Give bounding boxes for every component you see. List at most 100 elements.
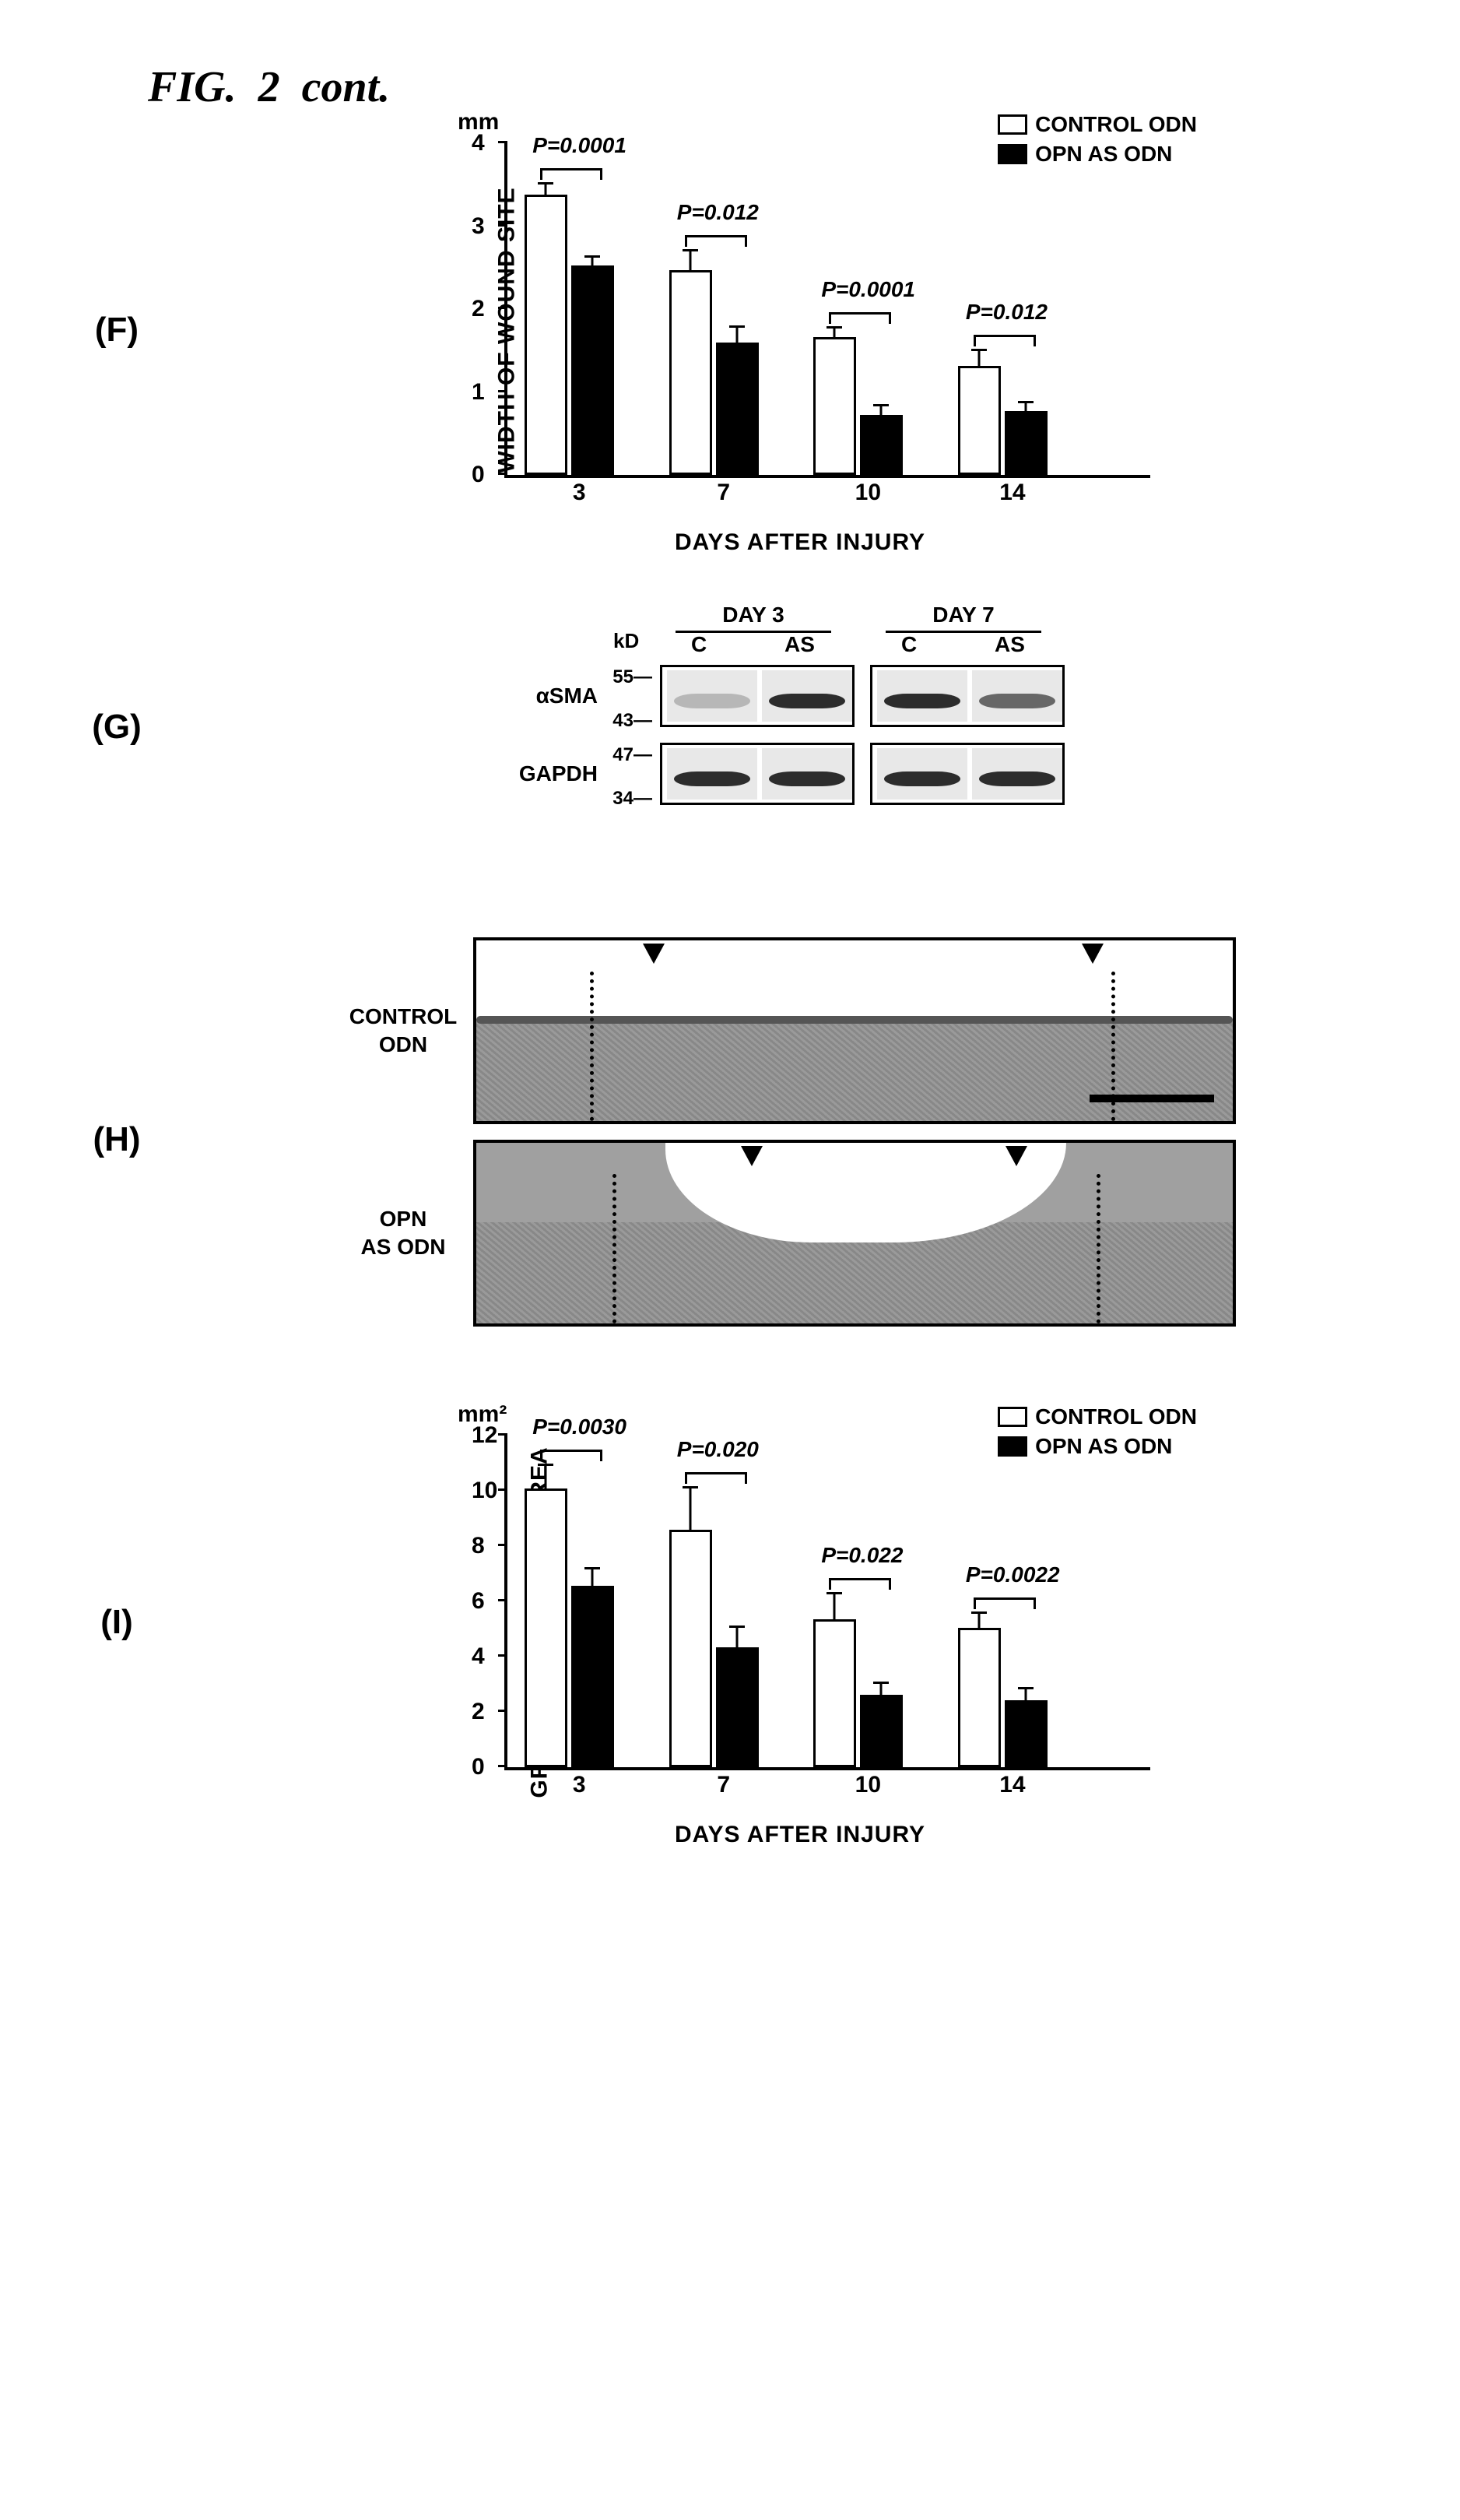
blot-lane <box>877 748 967 800</box>
y-tick-label: 2 <box>472 1699 485 1725</box>
significance-bracket <box>540 168 602 170</box>
p-value: P=0.022 <box>821 1543 903 1568</box>
blot-band <box>979 694 1055 709</box>
error-cap <box>584 255 600 258</box>
y-tick-mark <box>498 1488 507 1491</box>
wound-margin-dotted <box>590 972 594 1121</box>
y-tick-label: 4 <box>472 130 485 156</box>
legend: CONTROL ODN OPN AS ODN <box>998 1404 1197 1464</box>
error-cap <box>827 326 842 329</box>
mw-marker: 43— <box>598 710 652 732</box>
significance-bracket <box>829 312 891 315</box>
arrowhead-icon <box>741 1146 763 1166</box>
x-tick-label: 10 <box>813 1772 922 1798</box>
y-tick-mark <box>498 307 507 309</box>
y-tick-label: 0 <box>472 462 485 488</box>
p-value: P=0.012 <box>677 200 759 225</box>
panel-F: (F) mmWIDTH OF WOUND SITEDAYS AFTER INJU… <box>47 143 1413 517</box>
histology-H: CONTROL ODNCONTROLODN OPNAS ODN <box>333 937 1267 1342</box>
blot-day-header: DAY 3 <box>676 603 831 633</box>
y-tick-label: 6 <box>472 1588 485 1615</box>
arrowhead-icon <box>1006 1146 1027 1166</box>
blot-lane <box>972 748 1062 800</box>
error-cap <box>729 1626 745 1628</box>
panel-H: (H) CONTROL ODNCONTROLODN OPNAS ODN <box>47 937 1413 1342</box>
bar <box>525 1488 567 1767</box>
legend-row: CONTROL ODN <box>998 1404 1197 1429</box>
legend-swatch <box>998 1436 1027 1457</box>
plot-area: 012343P=0.00017P=0.01210P=0.000114P=0.01… <box>504 143 1150 478</box>
blot-band <box>884 694 960 709</box>
x-tick-label: 14 <box>958 480 1067 506</box>
blot-panel <box>660 665 855 727</box>
error-bar <box>545 185 547 195</box>
bar <box>813 337 856 475</box>
bar <box>813 1619 856 1767</box>
p-value: P=0.012 <box>966 300 1048 325</box>
bar <box>958 366 1001 475</box>
bar <box>860 415 903 475</box>
histology-frame-control <box>473 937 1236 1124</box>
blot-band <box>674 694 749 709</box>
y-tick-mark <box>498 1710 507 1712</box>
blot-band <box>769 771 844 787</box>
scale-bar <box>1090 1095 1214 1102</box>
y-tick-mark <box>498 224 507 227</box>
panel-label-I: (I) <box>47 1603 187 1642</box>
error-cap <box>683 1486 698 1488</box>
histology-label-control: CONTROL ODNCONTROLODN <box>333 1003 473 1060</box>
legend-row: OPN AS ODN <box>998 142 1197 167</box>
y-tick-label: 10 <box>472 1478 497 1504</box>
y-tick-label: 12 <box>472 1422 497 1449</box>
y-tick-label: 8 <box>472 1533 485 1559</box>
error-bar <box>977 1614 980 1628</box>
blot-day-header: DAY 7 <box>886 603 1041 633</box>
mw-marker: 34— <box>598 788 652 810</box>
blot-panel <box>660 743 855 805</box>
error-cap <box>971 1611 987 1614</box>
chart-I: mm²GRANULATION TISSUE AREADAYS AFTER INJ… <box>450 1436 1150 1809</box>
error-cap <box>538 1464 553 1466</box>
x-axis-label: DAYS AFTER INJURY <box>675 529 925 556</box>
y-tick-label: 0 <box>472 1754 485 1780</box>
blot-panel <box>870 665 1065 727</box>
error-bar <box>880 406 883 415</box>
wound-margin-dotted <box>1111 972 1115 1121</box>
error-bar <box>834 1594 836 1619</box>
panel-H-content: CONTROL ODNCONTROLODN OPNAS ODN <box>187 937 1413 1342</box>
blot-band <box>979 771 1055 787</box>
error-bar <box>545 1466 547 1488</box>
panel-I: (I) mm²GRANULATION TISSUE AREADAYS AFTER… <box>47 1436 1413 1809</box>
error-bar <box>880 1684 883 1695</box>
western-blot-G: kDDAY 3CASDAY 7CASαSMA55—43—GAPDH47—34— <box>504 610 1096 844</box>
y-tick-mark <box>498 1544 507 1546</box>
error-bar <box>1024 1689 1027 1700</box>
panel-G-content: kDDAY 3CASDAY 7CASαSMA55—43—GAPDH47—34— <box>187 610 1413 844</box>
error-bar <box>591 258 594 266</box>
plot-area: 0246810123P=0.00307P=0.02010P=0.02214P=0… <box>504 1436 1150 1770</box>
blot-lane <box>972 670 1062 722</box>
bar <box>669 270 712 475</box>
legend-row: OPN AS ODN <box>998 1434 1197 1459</box>
error-bar <box>689 251 691 270</box>
bar <box>525 195 567 475</box>
mw-marker: 47— <box>598 744 652 766</box>
error-bar <box>735 1628 738 1647</box>
kd-label: kD <box>613 629 639 653</box>
y-tick-mark <box>498 141 507 143</box>
y-tick-mark <box>498 473 507 475</box>
p-value: P=0.0001 <box>532 133 626 158</box>
error-bar <box>689 1488 691 1531</box>
wound-margin-dotted <box>612 1174 616 1323</box>
histology-label-opn: OPNAS ODN <box>333 1205 473 1262</box>
error-cap <box>827 1592 842 1594</box>
blot-lane <box>667 670 757 722</box>
legend-text: OPN AS ODN <box>1035 142 1172 167</box>
p-value: P=0.0001 <box>821 277 915 302</box>
legend-swatch <box>998 144 1027 164</box>
figure-title: FIG. 2 cont. <box>148 62 1413 112</box>
blot-band <box>884 771 960 787</box>
panel-label-G: (G) <box>47 708 187 747</box>
y-tick-mark <box>498 1654 507 1657</box>
legend-swatch <box>998 114 1027 135</box>
